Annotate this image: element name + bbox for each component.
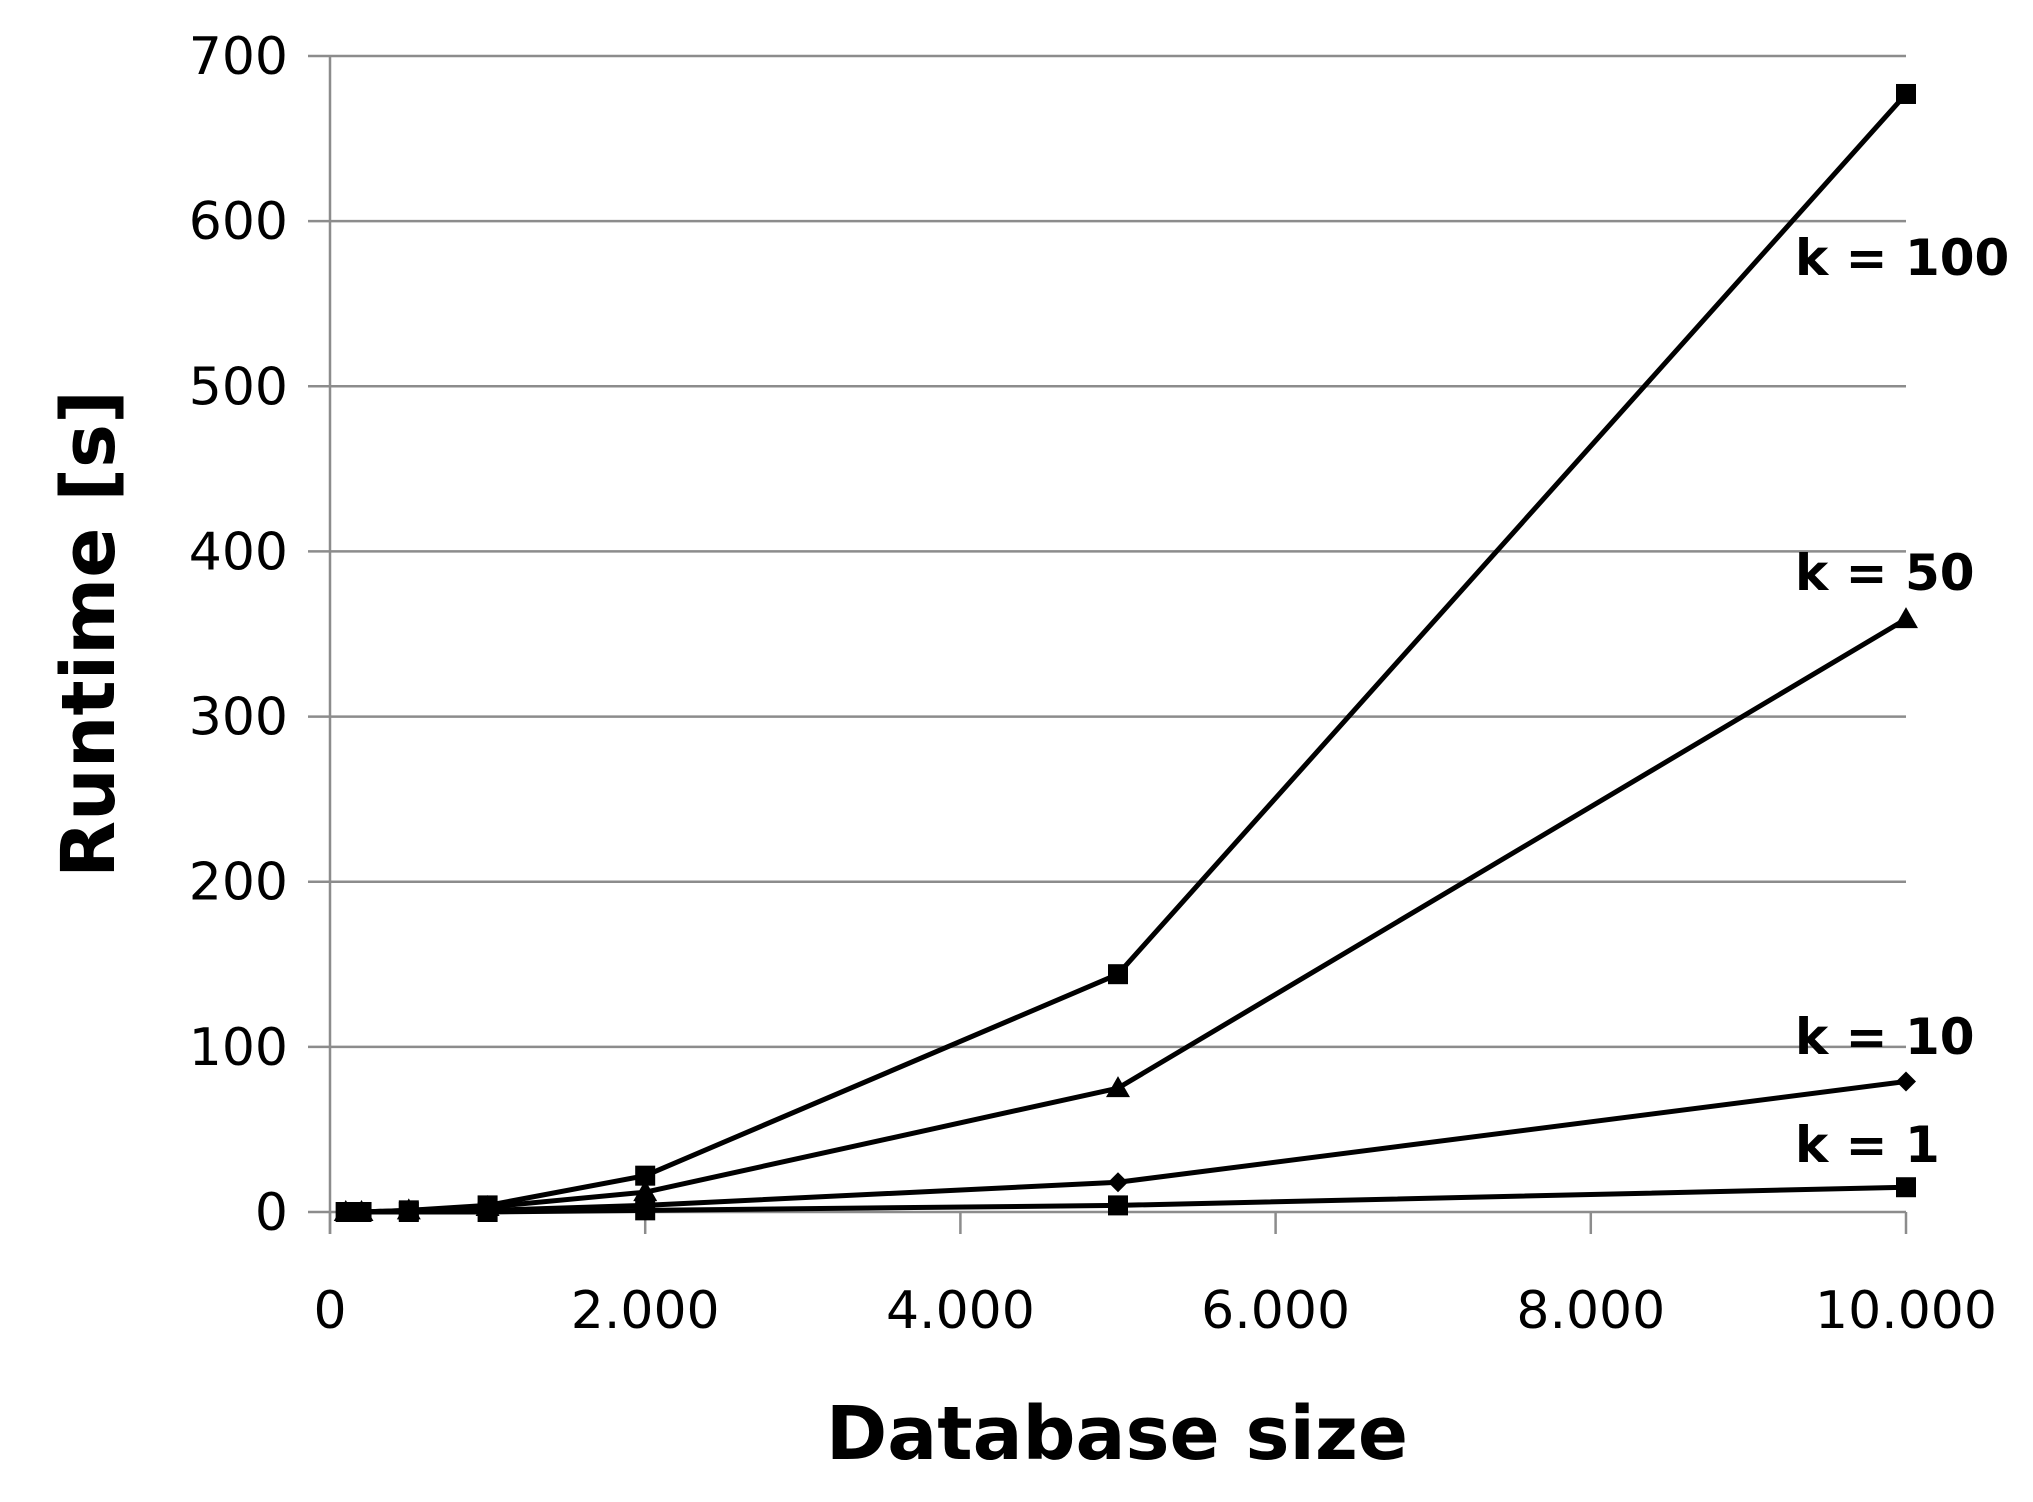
x-tick-label: 0 — [313, 1281, 346, 1341]
triangle-marker — [1894, 607, 1918, 629]
square-marker — [635, 1200, 656, 1221]
square-marker — [635, 1165, 656, 1186]
y-tick-label: 100 — [189, 1018, 288, 1078]
diamond-marker — [1896, 1071, 1916, 1092]
series-label: k = 100 — [1795, 229, 2009, 287]
labels: 0 100 200 300 400 500 600 700 0 2.000 4.000 6.000 8.… — [189, 27, 2010, 1341]
x-tick-label: 10.000 — [1815, 1281, 1997, 1341]
series-label: k = 10 — [1795, 1008, 1975, 1066]
gridlines — [308, 54, 1906, 1049]
series-lines — [345, 92, 1908, 1215]
y-tick-label: 0 — [255, 1183, 288, 1243]
series-markers — [333, 83, 1918, 1222]
y-tick-label: 600 — [189, 192, 288, 252]
triangle-marker — [1106, 1076, 1130, 1098]
x-tick-label: 2.000 — [571, 1281, 720, 1341]
square-marker — [351, 1202, 372, 1222]
x-tick-label: 6.000 — [1201, 1281, 1350, 1341]
square-marker — [477, 1202, 498, 1222]
y-tick-label: 400 — [189, 522, 288, 582]
y-tick-label: 500 — [189, 357, 288, 417]
square-marker — [1108, 964, 1128, 985]
y-tick-label: 200 — [189, 853, 288, 913]
square-marker — [398, 1202, 419, 1222]
y-axis-title: Runtime [s] — [46, 390, 132, 878]
series-label: k = 50 — [1795, 544, 1975, 602]
axes — [308, 56, 1908, 1234]
square-marker — [335, 1202, 356, 1222]
y-tick-label: 700 — [189, 27, 288, 87]
diamond-marker — [1108, 1172, 1128, 1193]
x-tick-label: 8.000 — [1516, 1281, 1665, 1341]
square-marker — [1108, 1195, 1128, 1216]
square-marker — [1896, 83, 1916, 104]
series-label: k = 1 — [1795, 1116, 1940, 1174]
y-tick-label: 300 — [189, 688, 288, 748]
triangle-marker — [633, 1180, 658, 1202]
series-line — [345, 616, 1908, 1215]
series-line — [345, 92, 1908, 1215]
square-marker — [1896, 1177, 1916, 1198]
x-axis-title: Database size — [826, 1391, 1408, 1477]
x-tick-label: 4.000 — [886, 1281, 1035, 1341]
